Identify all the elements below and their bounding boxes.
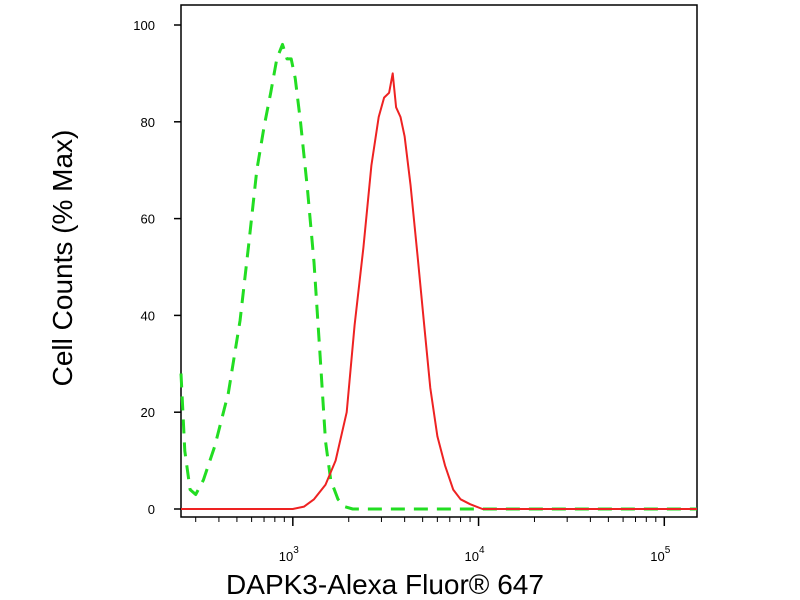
x-tick-base: 10 bbox=[465, 549, 479, 564]
x-tick-base: 10 bbox=[279, 549, 293, 564]
y-tick-label: 80 bbox=[141, 115, 155, 130]
x-tick-label: 105 bbox=[650, 545, 670, 564]
x-axis-title: DAPK3-Alexa Fluor® 647 bbox=[226, 569, 544, 600]
x-axis: 103 104 105 bbox=[195, 517, 671, 564]
x-tick-base: 10 bbox=[650, 549, 664, 564]
x-tick-exponent: 3 bbox=[293, 545, 299, 556]
y-tick-label: 0 bbox=[148, 502, 155, 517]
x-tick-exponent: 5 bbox=[665, 545, 671, 556]
series-layer bbox=[179, 42, 697, 511]
x-tick-exponent: 4 bbox=[479, 545, 485, 556]
series-line-solid bbox=[181, 72, 697, 510]
y-axis: 0 20 40 60 80 100 bbox=[133, 18, 181, 517]
y-tick-label: 20 bbox=[141, 405, 155, 420]
plot-border bbox=[180, 4, 698, 518]
y-tick-label: 60 bbox=[141, 212, 155, 227]
x-tick-label: 104 bbox=[465, 545, 485, 564]
plot-frame bbox=[180, 4, 698, 518]
y-axis-title: Cell Counts (% Max) bbox=[47, 130, 78, 387]
y-tick-label: 40 bbox=[141, 308, 155, 323]
series-line-dashed bbox=[179, 42, 697, 511]
y-tick-label: 100 bbox=[133, 18, 155, 33]
x-tick-label: 103 bbox=[279, 545, 299, 564]
